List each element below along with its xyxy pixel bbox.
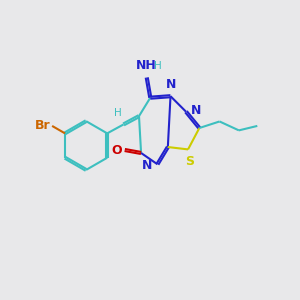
Text: N: N xyxy=(166,78,177,91)
Text: H: H xyxy=(154,61,162,71)
Text: H: H xyxy=(114,108,122,118)
Text: N: N xyxy=(142,159,152,172)
Text: NH: NH xyxy=(136,59,157,72)
Text: Br: Br xyxy=(35,119,51,132)
Text: O: O xyxy=(111,143,122,157)
Text: S: S xyxy=(185,155,194,168)
Text: N: N xyxy=(191,104,202,117)
